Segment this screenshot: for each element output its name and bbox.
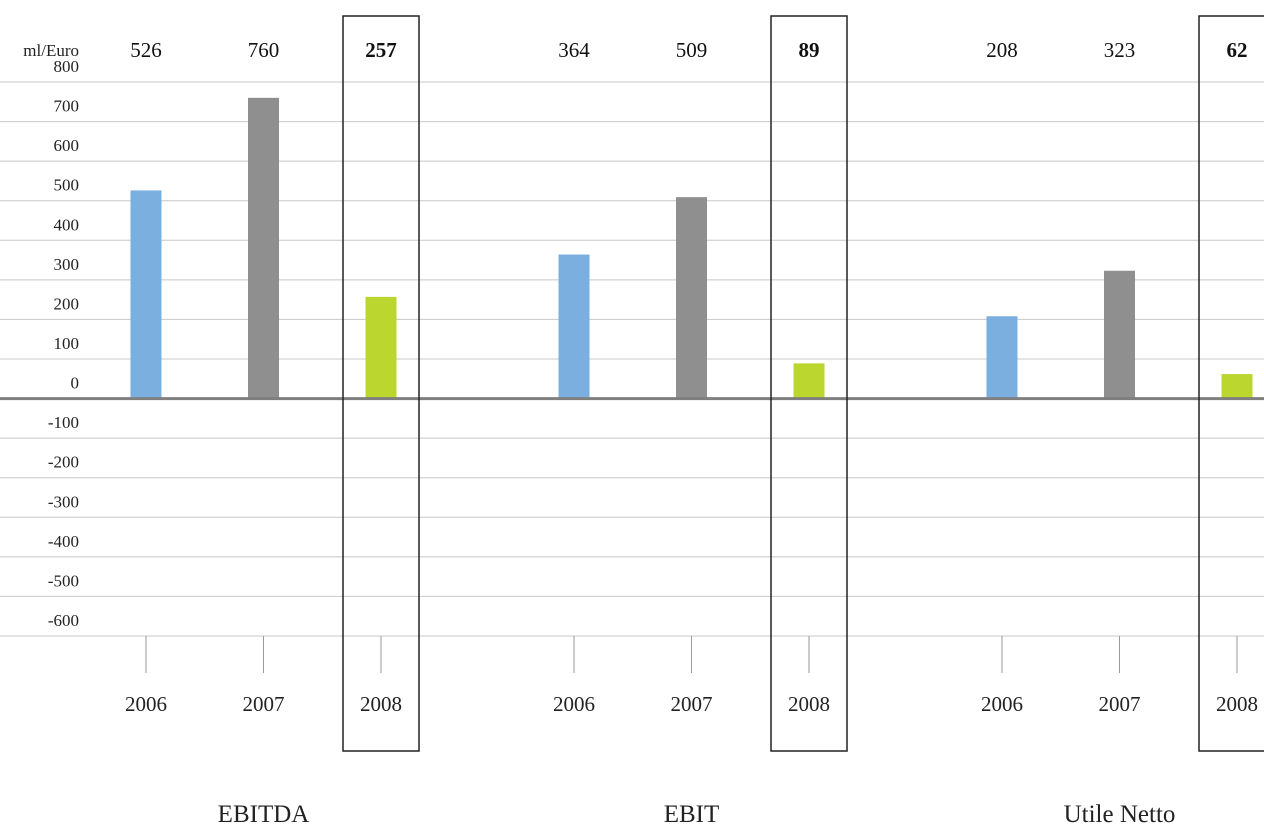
x-tick-label: 2006	[553, 692, 595, 716]
bar-ebitda-2007	[248, 97, 279, 399]
y-axis-ticks: 800 700 600 500 400 300 200 100 0 -100 -200 -300 -40…	[48, 57, 79, 630]
x-tick-label: 2007	[671, 692, 713, 716]
x-tick-label: 2006	[981, 692, 1023, 716]
data-label: 208	[986, 38, 1018, 62]
unit-label: ml/Euro	[23, 41, 79, 60]
y-tick-label: -100	[48, 413, 79, 432]
bar-ebit-2008	[793, 363, 825, 399]
y-tick-label: 800	[54, 57, 80, 76]
y-tick-label: 0	[71, 374, 80, 393]
group-label: Utile Netto	[1064, 801, 1176, 828]
y-tick-label: -400	[48, 532, 79, 551]
bar-ebitda-2008	[365, 296, 397, 399]
x-tick-label: 2006	[125, 692, 167, 716]
x-tick-label: 2008	[1216, 692, 1258, 716]
x-tick-label: 2008	[788, 692, 830, 716]
y-tick-label: 200	[54, 294, 80, 313]
y-tick-label: -200	[48, 453, 79, 472]
y-tick-label: 700	[54, 97, 80, 116]
y-tick-label: 100	[54, 334, 80, 353]
y-tick-label: 500	[54, 176, 80, 195]
bars	[130, 97, 1253, 399]
data-label: 364	[558, 38, 590, 62]
highlight-box-2008	[770, 15, 848, 752]
y-tick-label: 400	[54, 215, 80, 234]
x-tick-label: 2008	[360, 692, 402, 716]
y-tick-label: -600	[48, 611, 79, 630]
y-tick-label: 300	[54, 255, 80, 274]
y-tick-label: -500	[48, 571, 79, 590]
labels: 526 2006 760 2007 257 2008 EBITDA 364 2006 509 200…	[125, 38, 1258, 828]
data-label: 89	[799, 38, 820, 62]
y-tick-label: -300	[48, 492, 79, 511]
data-label: 760	[248, 38, 280, 62]
bar-utile-netto-2008	[1221, 374, 1253, 399]
x-tick-label: 2007	[243, 692, 285, 716]
highlight-box-2008	[342, 15, 420, 752]
data-label: 526	[130, 38, 162, 62]
y-tick-label: 600	[54, 136, 80, 155]
data-label: 509	[676, 38, 708, 62]
highlight-box-2008	[1198, 15, 1264, 752]
highlight-boxes	[342, 15, 1264, 752]
bar-ebitda-2006	[130, 190, 162, 399]
bar-utile-netto-2007	[1104, 270, 1135, 399]
gridlines	[0, 81, 1264, 637]
bar-ebit-2007	[676, 197, 707, 399]
group-label: EBIT	[664, 801, 720, 828]
data-label: 257	[365, 38, 397, 62]
x-tick-label: 2007	[1099, 692, 1141, 716]
bar-ebit-2006	[558, 254, 590, 399]
data-label: 323	[1104, 38, 1136, 62]
bar-utile-netto-2006	[986, 316, 1018, 399]
data-label: 62	[1227, 38, 1248, 62]
group-label: EBITDA	[218, 801, 310, 828]
